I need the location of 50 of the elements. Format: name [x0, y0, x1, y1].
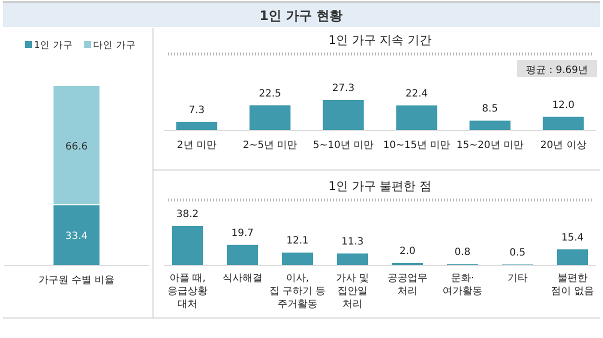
- data-label: 33.4: [65, 231, 88, 242]
- legend-label: 1인 가구: [34, 40, 74, 51]
- x-tick-label: 2~5년 미만: [242, 140, 298, 151]
- x-tick-label: 5~10년 미만: [313, 140, 374, 151]
- bar: [172, 226, 203, 265]
- bar: [322, 100, 364, 130]
- x-tick-label: 가구원 수별 비율: [38, 275, 115, 286]
- data-label: 7.3: [188, 104, 205, 116]
- data-label: 0.5: [510, 247, 526, 258]
- x-tick-label: 기타: [508, 273, 528, 284]
- legend-item: 1인 가구: [25, 40, 74, 51]
- legend-item: 다인 가구: [84, 40, 136, 51]
- data-label: 66.6: [65, 142, 88, 153]
- x-tick-label: 2년 미만: [176, 140, 216, 151]
- bar: [176, 122, 218, 130]
- data-label: 12.0: [552, 100, 574, 111]
- bar: [227, 244, 258, 265]
- x-tick-label: 가사 및 집안일 처리: [336, 273, 370, 310]
- data-label: 0.8: [454, 247, 470, 258]
- data-label: 22.4: [406, 88, 428, 100]
- bar: [470, 120, 510, 130]
- text: 평균 : 9.69년: [526, 65, 588, 76]
- x-tick-label: 식사해결: [222, 273, 262, 284]
- x-tick-label: 공공업무 처리: [388, 273, 428, 297]
- data-label: 2.0: [400, 246, 416, 257]
- data-label: 22.5: [258, 88, 282, 100]
- bar: [396, 105, 438, 130]
- bar: [557, 249, 588, 265]
- data-label: 38.2: [176, 209, 199, 220]
- bar: [542, 116, 584, 130]
- bar: [282, 252, 313, 265]
- data-label: 11.3: [341, 236, 364, 248]
- x-tick-label: 아플 때, 응급상황 대처: [168, 273, 208, 310]
- legend-label: 다인 가구: [93, 40, 136, 51]
- data-label: 19.7: [231, 228, 254, 239]
- data-label: 15.4: [561, 232, 584, 244]
- x-tick-label: 15~20년 미만: [456, 140, 524, 151]
- bar: [250, 105, 290, 130]
- data-label: 12.1: [286, 236, 309, 247]
- x-tick-label: 문화· 여가활동: [442, 273, 482, 297]
- chart-title: 1인 가구 지속 기간: [328, 33, 432, 47]
- text: 1인 가구 현황: [259, 9, 343, 24]
- chart-title: 1인 가구 불편한 점: [328, 179, 432, 193]
- data-label: 27.3: [332, 83, 354, 94]
- x-tick-label: 불편한 점이 없음: [550, 273, 594, 297]
- data-label: 8.5: [482, 104, 498, 115]
- x-tick-label: 10~15년 미만: [383, 140, 450, 151]
- bar: [337, 253, 368, 265]
- x-tick-label: 20년 이상: [540, 140, 586, 151]
- x-tick-label: 이사, 집 구하기 등 주거활동: [269, 273, 326, 310]
